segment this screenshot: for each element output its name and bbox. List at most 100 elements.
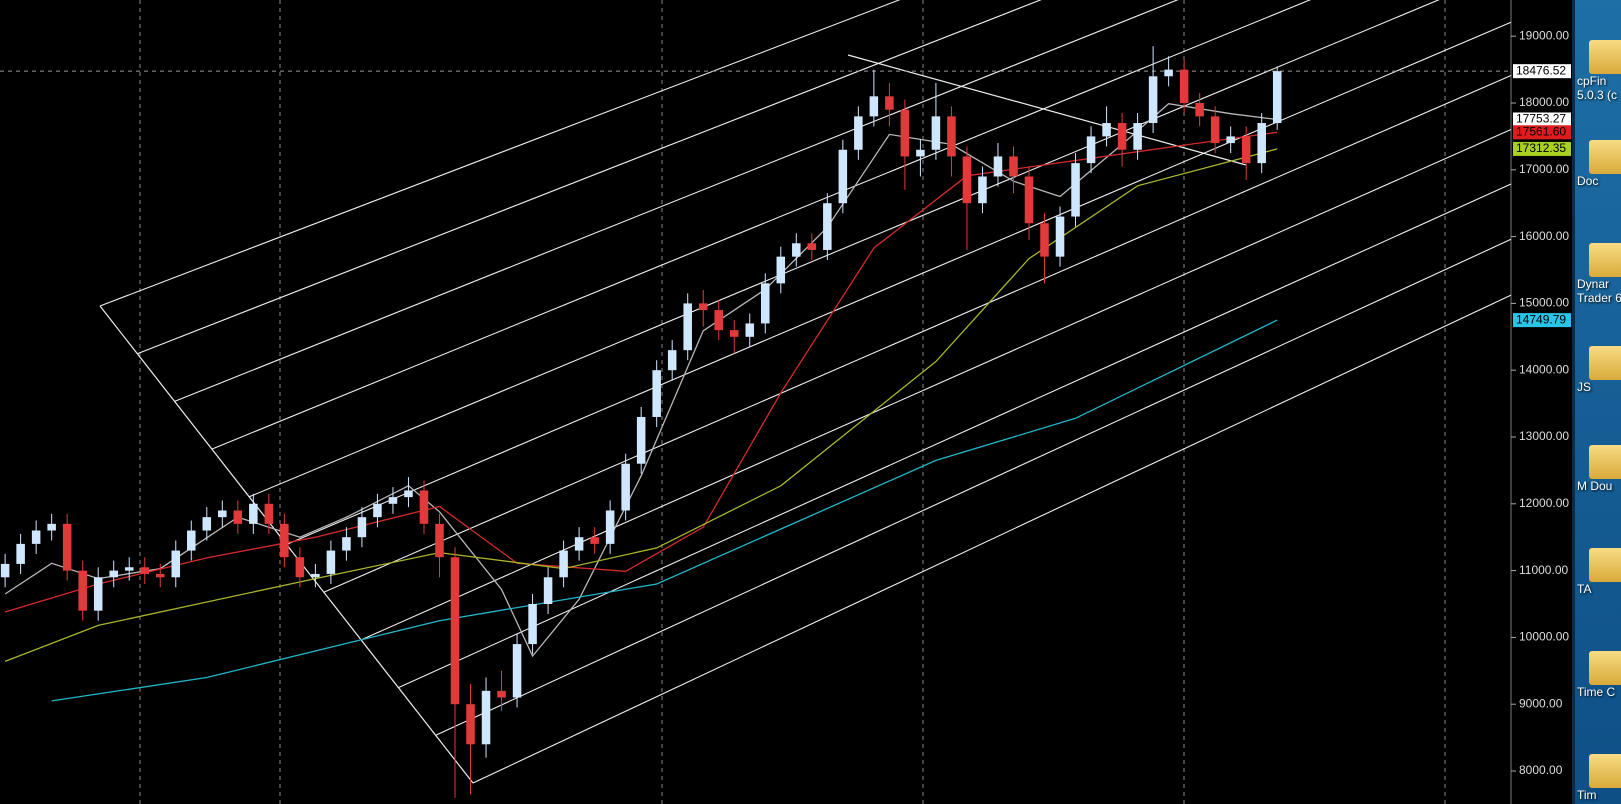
- price-tag-label: 14749.79: [1516, 312, 1566, 326]
- candle-body: [823, 203, 832, 250]
- candle-body: [233, 510, 243, 524]
- desktop-icon[interactable]: M Dou: [1575, 445, 1621, 493]
- desktop-icon[interactable]: Doc: [1575, 140, 1621, 188]
- candle-body: [761, 283, 770, 324]
- y-tick-label: 8000.00: [1519, 763, 1563, 777]
- candle-body: [1071, 163, 1080, 217]
- candle-body: [31, 530, 41, 544]
- candle-body: [1102, 123, 1111, 137]
- candle-body: [636, 416, 646, 464]
- candle-body: [605, 510, 615, 544]
- price-tag: [1513, 112, 1571, 127]
- candle-body: [0, 563, 10, 578]
- candle-body: [590, 537, 599, 544]
- candle-body: [1210, 116, 1220, 144]
- y-tick-label: 16000.00: [1519, 229, 1569, 243]
- candle-body: [962, 156, 972, 204]
- candle-body: [357, 517, 367, 538]
- candle-body: [667, 350, 677, 371]
- price-tag: [1513, 141, 1571, 156]
- icon-label: JS: [1577, 380, 1592, 394]
- candle-body: [264, 503, 274, 524]
- candle-body: [807, 243, 817, 250]
- candle-body: [435, 523, 444, 558]
- icon-image: [1589, 548, 1621, 582]
- candle-body: [528, 604, 537, 645]
- price-tag-label: 17753.27: [1516, 112, 1566, 126]
- candle-body: [187, 530, 196, 551]
- icon-image: [1589, 754, 1621, 788]
- icon-label: Tim: [1577, 788, 1597, 802]
- pitchfork-line: [286, 21, 1512, 546]
- candle-body: [993, 156, 1003, 177]
- desktop-icon[interactable]: Tim: [1575, 754, 1621, 802]
- candle-body: [900, 109, 910, 157]
- candle-body: [311, 573, 320, 578]
- y-tick-label: 18000.00: [1519, 95, 1569, 109]
- pitchfork-line: [360, 128, 1512, 641]
- pitchfork-line: [211, 0, 1312, 450]
- icon-label: Trader 6: [1577, 291, 1621, 305]
- pitchfork-line: [435, 238, 1512, 736]
- candle-body: [140, 567, 150, 574]
- moving-average: [4, 148, 1278, 663]
- candle-body: [1086, 136, 1096, 164]
- candle-body: [218, 510, 227, 518]
- candle-body: [543, 577, 553, 605]
- candle-body: [171, 550, 181, 578]
- candle-body: [78, 570, 87, 611]
- y-tick-label: 12000.00: [1519, 496, 1569, 510]
- candle-body: [559, 550, 568, 578]
- icon-image: [1589, 346, 1621, 380]
- candle-body: [16, 543, 25, 564]
- candle-body: [652, 370, 661, 417]
- y-tick-label: 17000.00: [1519, 162, 1569, 176]
- candle-body: [1226, 136, 1235, 144]
- icon-image: [1589, 651, 1621, 685]
- candle-body: [1117, 123, 1127, 150]
- desktop-icon[interactable]: Dynar Trader 6: [1575, 243, 1621, 305]
- icon-label: TA: [1577, 582, 1592, 596]
- candle-body: [854, 116, 863, 150]
- pitchfork-line: [472, 294, 1512, 784]
- candle-body: [714, 310, 723, 331]
- y-tick-label: 11000.00: [1519, 563, 1568, 577]
- price-tag-label: 17561.60: [1516, 124, 1566, 138]
- desktop-strip: cpFin 5.0.3 (c Doc Dynar Trader 6 JS M Dou TA Ti…: [1572, 0, 1621, 804]
- y-tick-label: 14000.00: [1519, 362, 1569, 376]
- icon-label: M Dou: [1577, 479, 1613, 493]
- candle-body: [497, 690, 506, 698]
- pitchfork-line: [137, 0, 1042, 355]
- candle-body: [621, 463, 630, 511]
- candle-body: [1133, 123, 1142, 150]
- candle-body: [1148, 76, 1158, 124]
- candle-body: [1009, 156, 1018, 177]
- desktop-icon[interactable]: cpFin 5.0.3 (c: [1575, 40, 1621, 102]
- pitchfork-line: [99, 0, 901, 307]
- candle-body: [1257, 123, 1266, 164]
- candle-body: [388, 497, 398, 504]
- icon-label: 5.0.3 (c: [1577, 88, 1618, 102]
- icon-image: [1589, 445, 1621, 479]
- drawings: [99, 0, 1512, 804]
- icon-image: [1589, 40, 1621, 74]
- price-tag-label: 18476.52: [1516, 63, 1566, 77]
- desktop-icon[interactable]: TA: [1575, 548, 1621, 596]
- candle-body: [1195, 103, 1204, 117]
- desktop-icon[interactable]: JS: [1575, 346, 1621, 394]
- desktop-icon[interactable]: Time C: [1575, 651, 1621, 699]
- candle-body: [466, 704, 475, 745]
- candle-body: [885, 96, 894, 110]
- icon-label: Dynar: [1577, 277, 1610, 291]
- candle-body: [295, 557, 305, 578]
- candle-body: [1040, 223, 1049, 257]
- candle-body: [326, 550, 336, 574]
- pitchfork-line: [248, 0, 1440, 498]
- candle-body: [124, 567, 134, 571]
- candle-body: [62, 523, 72, 571]
- trend-line: [847, 54, 1247, 166]
- candle-body: [342, 537, 351, 551]
- candle-body: [155, 573, 165, 578]
- candle-body: [729, 330, 739, 337]
